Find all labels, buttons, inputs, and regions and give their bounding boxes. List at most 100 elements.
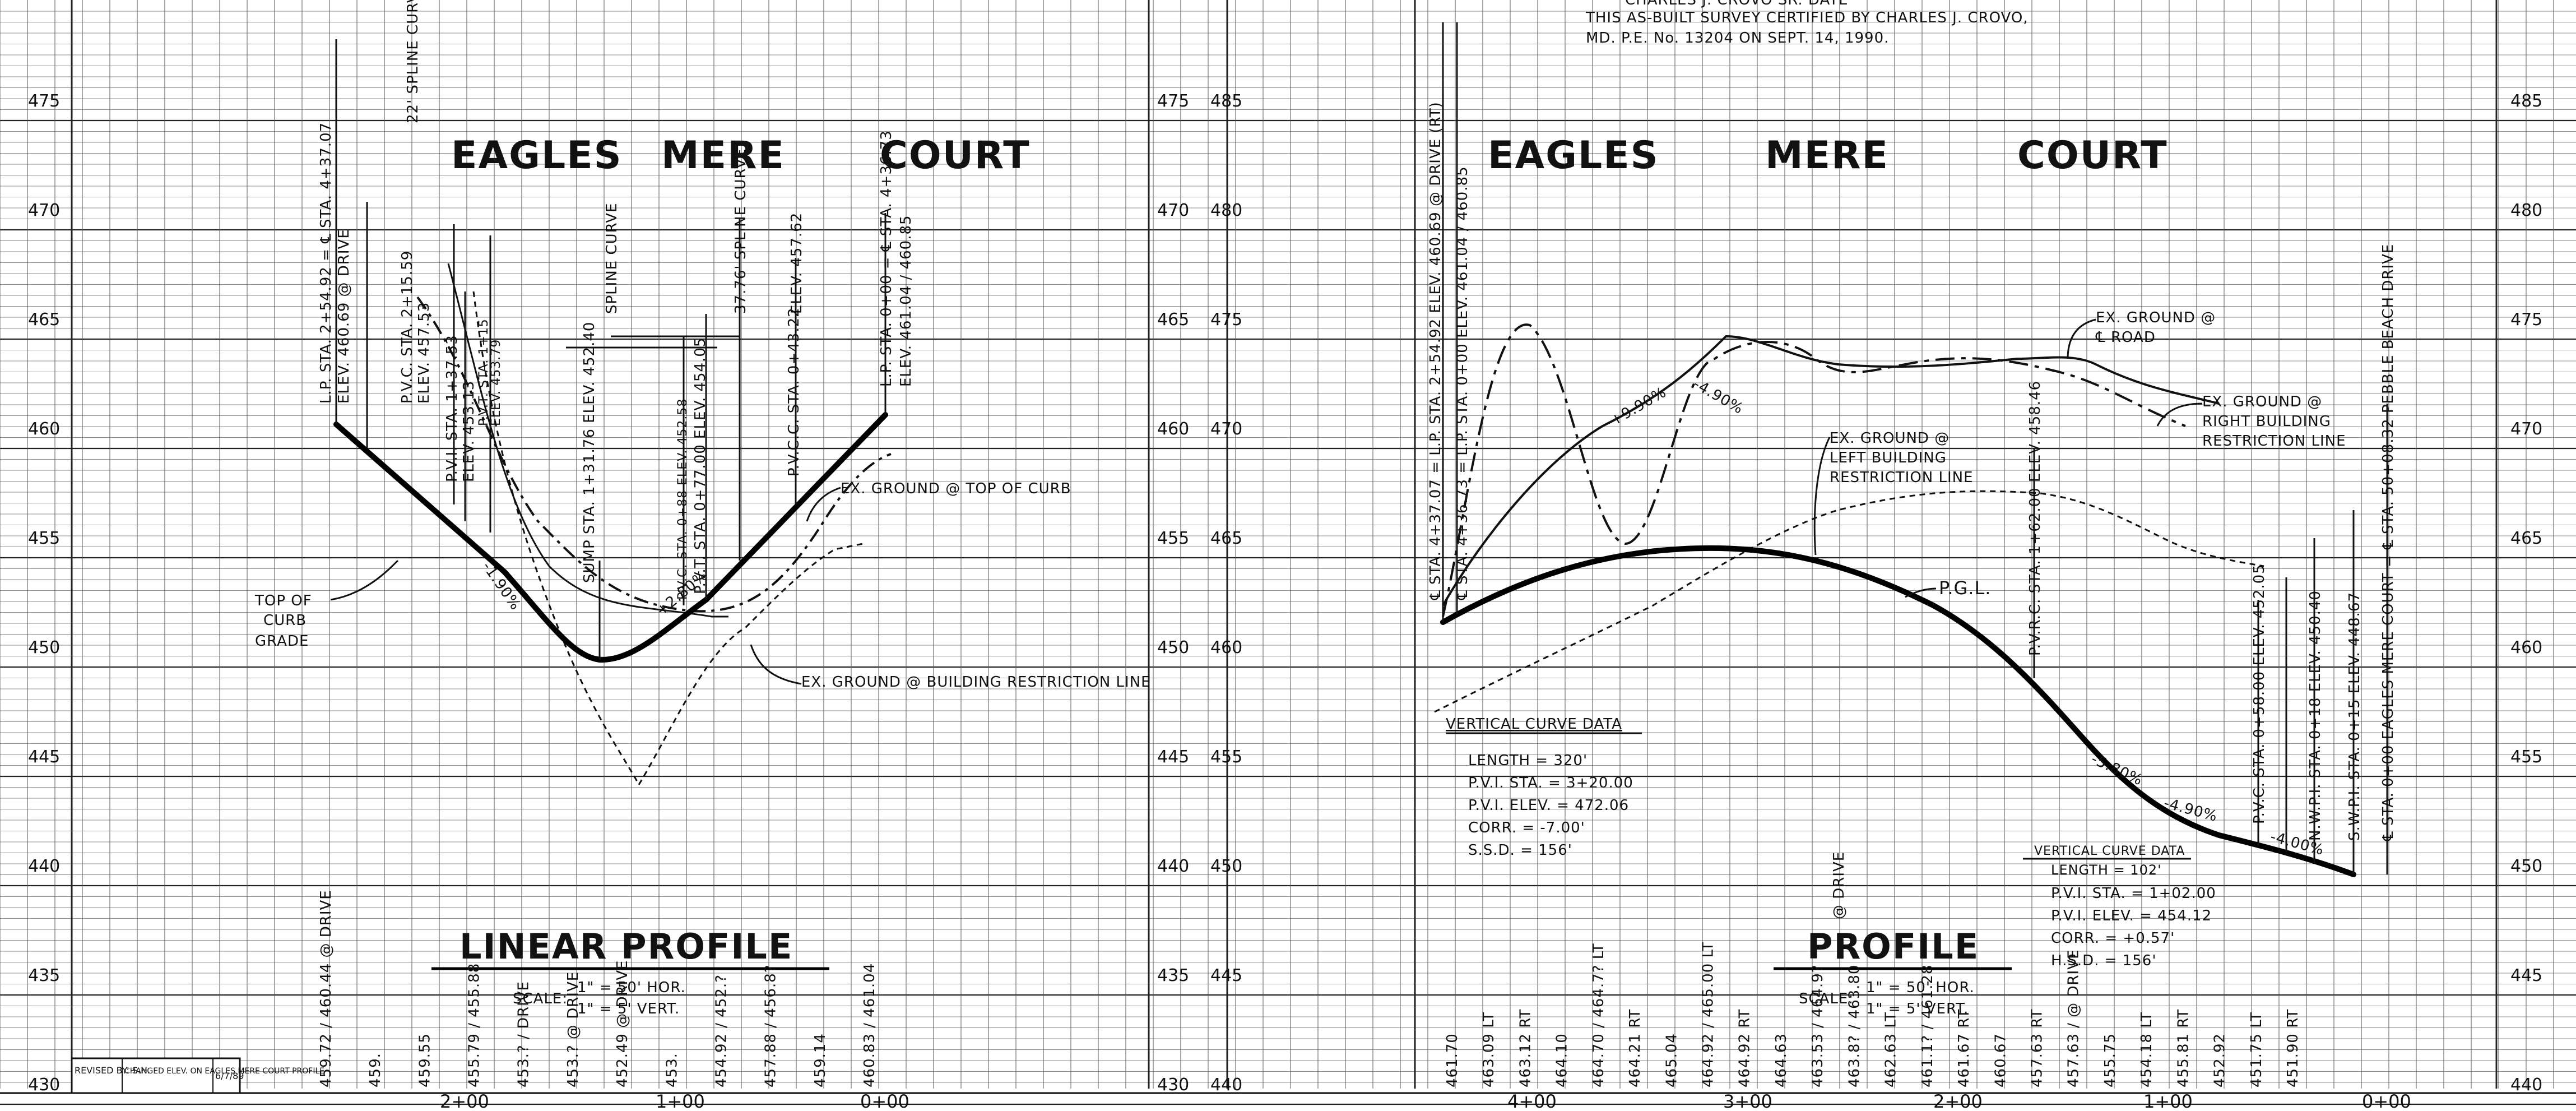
right-title-eagles: EAGLES [1488, 133, 1659, 178]
right-ex-ground-left [1442, 323, 2186, 617]
pvrc-label: P.V.R.C. STA. 1+62.00 ELEV. 458.46 [2027, 381, 2044, 656]
elevation-label: 480 [2510, 201, 2542, 220]
elevation-label: 430 [28, 1075, 60, 1095]
left-callouts: TOP OF CURB GRADE EX. GROUND @ TOP OF CU… [254, 480, 1151, 691]
right-scale-h: 1" = 50' HOR. [1866, 979, 1975, 996]
bottom-elevation: 455.81 RT [2175, 1009, 2192, 1087]
ex-ground-building-label: EX. GROUND @ BUILDING RESTRICTION LINE [801, 674, 1151, 691]
bottom-elevation: 464.21 RT [1627, 1009, 1644, 1087]
spline-22-label: 22' SPLINE CURVE [405, 0, 421, 123]
station-label: 0+00 [2362, 1091, 2411, 1111]
elevation-label: 470 [28, 201, 60, 220]
bottom-elevation: 460.83 / 461.04 [861, 963, 878, 1087]
elevation-label: 470 [2510, 419, 2542, 439]
revision-description: CHANGED ELEV. ON EAGLES MERE COURT PROFI… [124, 1067, 324, 1076]
left-scale-h: 1" = 50' HOR. [577, 979, 686, 996]
revision-block: REVISED BY: S.H. CHANGED ELEV. ON EAGLES… [71, 1057, 324, 1094]
elevation-label: 445 [1210, 966, 1242, 985]
left-ex-ground-top-of-curb [416, 296, 892, 613]
ex-ground-road-label-2: ℄ ROAD [2095, 329, 2156, 346]
bottom-elevation: 462.63 LT [1883, 1012, 1900, 1087]
elevation-label: 455 [1157, 529, 1189, 548]
left-scale-v: 1" = 5' VERT. [577, 1001, 680, 1017]
right-callouts: EX. GROUND @ ℄ ROAD EX. GROUND @ RIGHT B… [1813, 309, 2346, 599]
bottom-elevation: 454.18 LT [2138, 1012, 2155, 1087]
elevation-label: 485 [1210, 91, 1242, 111]
left-title-mere: MERE [661, 133, 785, 178]
elevation-label: 450 [2510, 857, 2542, 876]
elevation-label: 450 [1157, 638, 1189, 658]
vc1-pvi-elev: P.V.I. ELEV. = 472.06 [1468, 797, 1629, 814]
elevation-label: 465 [28, 310, 60, 330]
vc1-pvi-sta: P.V.I. STA. = 3+20.00 [1468, 775, 1633, 791]
right-profile: 485 480 475 470 465 460 455 450 445 440 485 480 475… [1210, 22, 2542, 1111]
elevation-label: 450 [1210, 857, 1242, 876]
elevation-label: 455 [1210, 747, 1242, 767]
elevation-label: 460 [28, 419, 60, 439]
elevation-label: 445 [28, 747, 60, 767]
revision-by: REVISED BY: S.H. [75, 1065, 150, 1076]
bottom-elevation: 465.04 [1663, 1033, 1680, 1087]
vc1-ssd: S.S.D. = 156' [1468, 842, 1572, 859]
left-ex-ground-building-line [472, 291, 864, 787]
right-pgl [1440, 545, 2356, 877]
bottom-elevation: 454.92 / 452.? [713, 974, 730, 1087]
elevation-label: 475 [28, 91, 60, 111]
lp-elev-label: ELEV. 460.69 @ DRIVE [336, 229, 352, 404]
bottom-elevation: 457.63 / @ DRIVE [2066, 950, 2082, 1088]
pvc2-label: P.V.C. STA. 0+88 ELEV. 452.58 [676, 399, 690, 600]
pvt-elev-label: ELEV. 453.79 [489, 339, 503, 426]
left-elevation-axis-right: 475 470 465 460 455 450 445 440 435 430 [1157, 91, 1189, 1095]
ex-ground-right-label-1: EX. GROUND @ [2202, 394, 2322, 410]
lp-sta-label: L.P. STA. 2+54.92 = ℄ STA. 4+37.07 [318, 122, 335, 404]
bottom-elevation: 461.1? / 461.28 [1919, 965, 1936, 1088]
pvt-sta-label: P.V.T. STA. 1+15 [477, 318, 491, 426]
elevation-label: 475 [2510, 310, 2542, 330]
bottom-elevation: 461.67 RT [1956, 1009, 1972, 1087]
station-label: 1+00 [656, 1091, 705, 1111]
right-elevation-axis-right: 485 480 475 470 465 460 455 450 445 440 [2510, 91, 2542, 1095]
bottom-elevation: 451.90 RT [2285, 1009, 2301, 1087]
slope-2-label: -4.90% [2162, 795, 2219, 825]
bottom-elevation: 453. [663, 1053, 680, 1087]
elevation-label: 465 [1157, 310, 1189, 330]
ex-ground-left-label-3: RESTRICTION LINE [1830, 469, 1974, 486]
pvi-elev-label: ELEV. 453.13 [461, 381, 477, 482]
right-profile-title: PROFILE [1807, 926, 1979, 967]
begin-sta-label: ℄ STA. 4+37.07 = L.P. STA. 2+54.92 ELEV.… [1427, 101, 1444, 600]
bottom-elevation: 459. [367, 1053, 384, 1087]
left-profile: 475 470 465 460 455 450 445 440 435 430 475 470 465… [28, 0, 1189, 1111]
vc2-corr: CORR. = +0.57' [2051, 930, 2175, 947]
ex-ground-right-label-3: RESTRICTION LINE [2202, 433, 2346, 450]
left-scale-label: SCALE: [513, 990, 568, 1007]
right-bottom-elevations: 461.70 463.09 LT 463.12 RT 464.10 464.70 / 4… [1444, 942, 2301, 1087]
lp2-sta-label: L.P. STA. 0+00 = ℄ STA. 4+36.73 [878, 130, 895, 387]
left-ex-ground-curb-2 [447, 263, 728, 618]
bottom-elevation: 459.14 [812, 1033, 829, 1087]
right-scale: SCALE: 1" = 50' HOR. 1" = 5' VERT. [1799, 979, 1975, 1017]
vertical-curve-data-2: VERTICAL CURVE DATA LENGTH = 102' P.V.I.… [2023, 844, 2216, 969]
elevation-label: 485 [2510, 91, 2542, 111]
cert-line-1: CHARLES J. CROVO SR. DATE [1625, 0, 1849, 8]
left-profile-title: LINEAR PROFILE [459, 926, 793, 967]
station-label: 2+00 [440, 1091, 489, 1111]
vc1-corr: CORR. = -7.00' [1468, 820, 1585, 836]
vertical-curve-data-1: VERTICAL CURVE DATA LENGTH = 320' P.V.I.… [1446, 716, 1642, 859]
drive-label: @ DRIVE [1831, 851, 1848, 919]
bottom-elevation: 463.8? / 463.80 [1846, 965, 1863, 1088]
ex-ground-left-label-1: EX. GROUND @ [1830, 430, 1950, 447]
bottom-elevation: 464.92 RT [1737, 1009, 1753, 1087]
right-elevation-axis: 485 480 475 470 465 460 455 450 445 440 [1210, 91, 1242, 1095]
bottom-elevation: 459.72 / 460.44 @ DRIVE [318, 890, 335, 1087]
station-label: 1+00 [2143, 1091, 2193, 1111]
bottom-elevation: 463.09 LT [1480, 1012, 1497, 1087]
elevation-label: 455 [2510, 747, 2542, 767]
elevation-label: 475 [1157, 91, 1189, 111]
ex-ground-road-label-1: EX. GROUND @ [2096, 309, 2216, 326]
elevation-label: 440 [1157, 857, 1189, 876]
left-top-of-curb-grade [333, 412, 888, 663]
pvc-elev-label: ELEV. 457.53 [416, 302, 433, 404]
certification-block: CHARLES J. CROVO SR. DATE THIS AS-BUILT … [1585, 0, 2028, 47]
left-scale: SCALE: 1" = 50' HOR. 1" = 5' VERT. [513, 979, 686, 1017]
